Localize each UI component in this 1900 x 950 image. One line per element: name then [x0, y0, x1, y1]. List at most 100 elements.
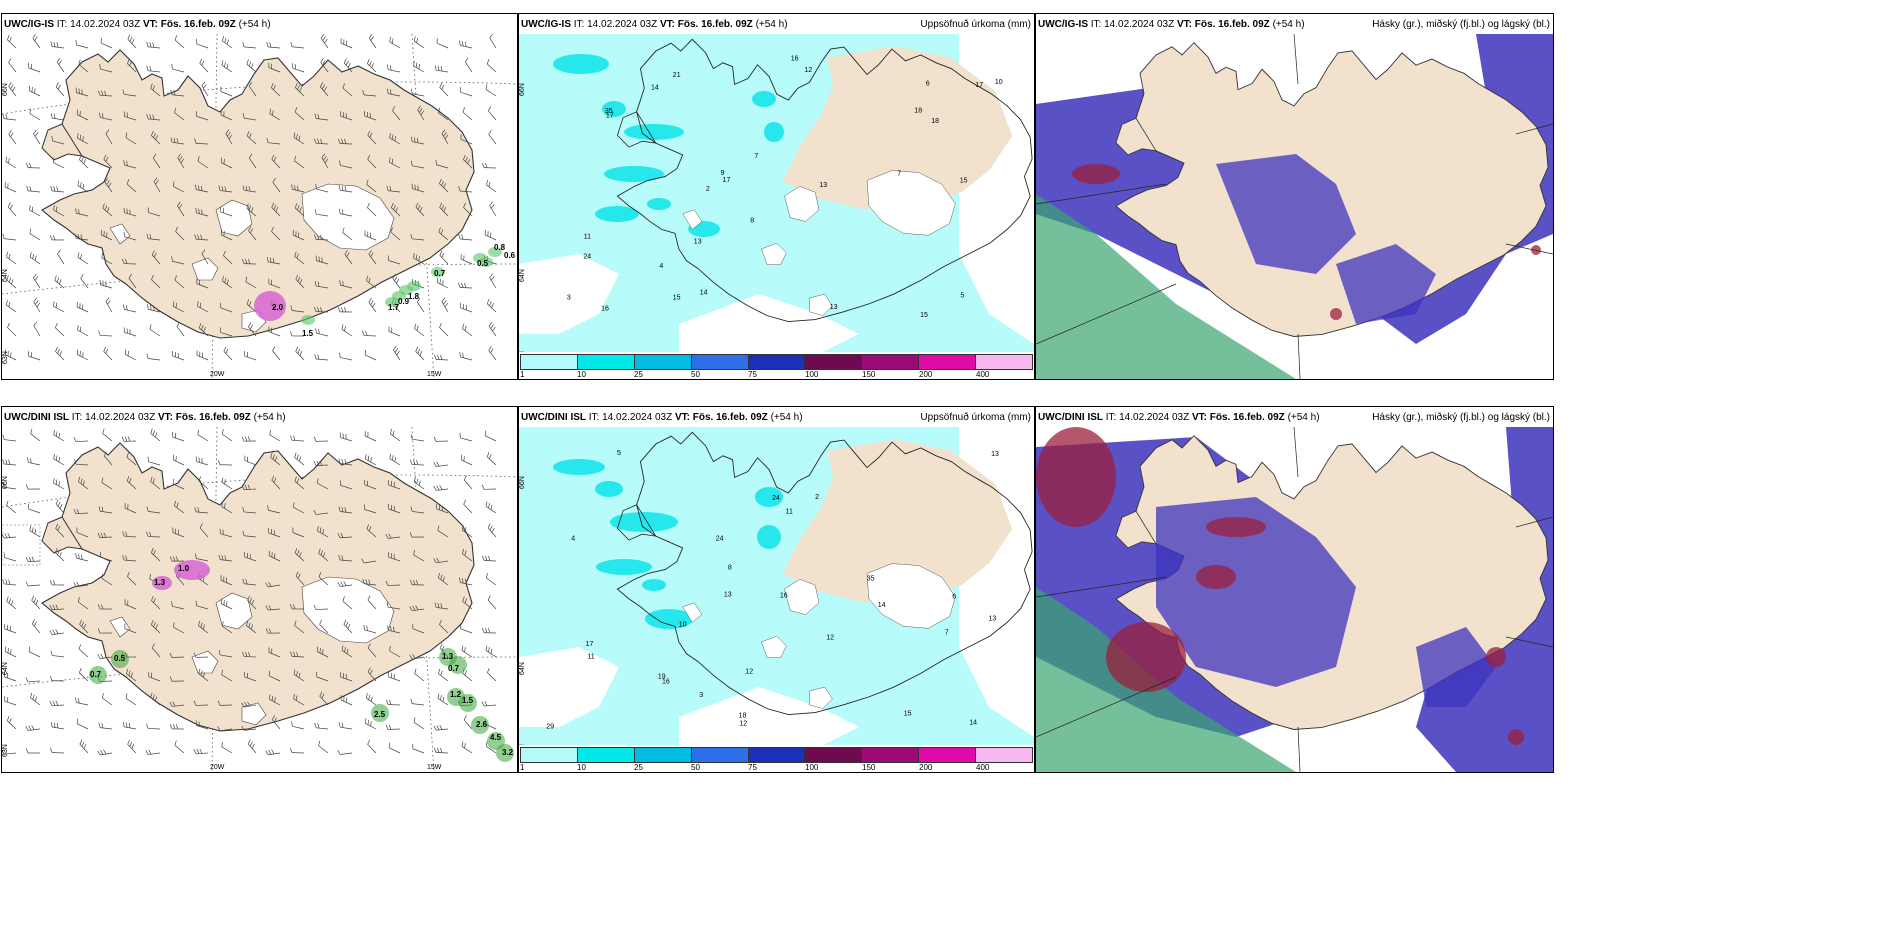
precip-value: 16: [662, 679, 670, 686]
legend-tick-label: 50: [691, 370, 700, 379]
dry-land: [782, 46, 1013, 209]
wind-gust-value: 0.6: [504, 251, 516, 260]
precip-value: 16: [601, 306, 609, 313]
precip-value: 13: [991, 451, 999, 458]
precip-value: 12: [739, 721, 747, 728]
precip-value: 7: [897, 171, 901, 178]
precip-value: 3: [567, 294, 571, 301]
precip-value: 6: [926, 81, 930, 88]
precip-value: 35: [605, 108, 613, 115]
legend-tick-label: 400: [976, 370, 990, 379]
gust-highlights: [254, 247, 502, 325]
precip-value: 15: [904, 710, 912, 717]
model-name: UWC/DINI ISL: [521, 412, 586, 423]
model-name: UWC/IG-IS: [521, 19, 571, 30]
legend-swatch: [691, 355, 749, 369]
coordinate-label: 20W: [210, 764, 225, 771]
wind-gust-value: 2.0: [272, 303, 284, 312]
lat-lon-grid: [2, 33, 517, 379]
precip-value: 13: [819, 182, 827, 189]
precip-value: 15: [920, 312, 928, 319]
precip-value: 7: [945, 629, 949, 636]
legend-swatch: [577, 748, 635, 762]
iceland-landmass: [41, 49, 475, 339]
panel-dini-wind: 1.0 1.3 0.5 0.7 1.3 0.7 1.2 1.5 2.5 2.6 4.5 3.2 66N 6…: [1, 406, 518, 773]
precip-value: 16: [780, 592, 788, 599]
wind-gust-value: 1.5: [302, 329, 314, 338]
precip-value: 12: [826, 634, 834, 641]
high-cloud-patch: [1508, 729, 1524, 745]
precip-value: 29: [546, 724, 554, 731]
precip-value: 12: [745, 669, 753, 676]
panel-ig-wind: 0.8 0.6 0.5 0.7 1.7 0.9 1.8 1.5 2.0 66N 64N 63N 20W 1…: [1, 13, 518, 380]
lead-time: (+54 h): [755, 19, 788, 30]
map-ig-wind: 0.80.6 0.5 0.7 1.70.91.8 1.5 2.0 66N 64N 63N 20W 1…: [2, 33, 517, 379]
coastline: [616, 38, 1033, 322]
init-time: IT: 14.02.2024 03Z: [1105, 412, 1190, 423]
high-cloud-patch: [1531, 245, 1541, 255]
precip-legend: 1 10 25 50 75 100 150 200 400: [519, 745, 1034, 772]
legend-tick-label: 400: [976, 763, 990, 772]
coordinate-label: 63N: [2, 351, 9, 364]
precip-value: 15: [960, 177, 968, 184]
legend-tick-label: 25: [634, 370, 643, 379]
lead-time: (+54 h): [1272, 19, 1305, 30]
legend-swatch: [577, 355, 635, 369]
precip-value: 15: [673, 295, 681, 302]
panel-header: UWC/DINI ISL IT: 14.02.2024 03Z VT: Fös.…: [2, 407, 517, 427]
wind-gust-value: 1.8: [408, 292, 420, 301]
precip-value: 13: [694, 239, 702, 246]
panel-ig-precip: 14 15 17 15 24 17 13 15 13 17 18 21 35 10 14 12 16 18 16 13…: [518, 13, 1035, 380]
precip-value: 17: [975, 82, 983, 89]
precip-value: 10: [679, 621, 687, 628]
wind-barbs: [2, 33, 497, 361]
precip-value: 11: [584, 234, 591, 241]
legend-swatch: [805, 748, 863, 762]
legend-swatch: [634, 355, 692, 369]
model-name: UWC/DINI ISL: [1038, 412, 1103, 423]
coordinate-label: 64N: [519, 662, 526, 675]
high-cloud-patch: [1196, 565, 1236, 589]
precip-value: 2: [815, 494, 819, 501]
valid-time: VT: Fös. 16.feb. 09Z: [1191, 412, 1285, 423]
wind-gust-value: 1.7: [388, 303, 400, 312]
wind-gust-value: 0.7: [448, 664, 460, 673]
precip-value: 17: [606, 112, 614, 119]
legend-tick-label: 25: [634, 763, 643, 772]
coordinate-label: 15W: [427, 371, 442, 378]
wind-gust-value: 2.5: [374, 710, 386, 719]
wind-gust-value: 0.9: [398, 297, 410, 306]
map-dini-precip: 1213111415351719132414111216181613121087…: [519, 425, 1034, 771]
coordinate-label: 64N: [2, 662, 9, 675]
legend-swatch: [976, 748, 1033, 762]
precip-value: 14: [700, 290, 708, 297]
precip-value: 8: [728, 565, 732, 572]
coordinate-label: 64N: [519, 269, 526, 282]
valid-time: VT: Fös. 16.feb. 09Z: [157, 412, 251, 423]
precip-value: 21: [673, 72, 681, 79]
legend-color-boxes: [520, 354, 1033, 370]
legend-tick-label: 75: [748, 763, 757, 772]
init-time: IT: 14.02.2024 03Z: [1090, 19, 1175, 30]
precip-value: 18: [914, 108, 922, 115]
legend-swatch: [521, 355, 578, 369]
precip-value: 18: [931, 118, 939, 125]
legend-swatch: [691, 748, 749, 762]
precip-value: 4: [571, 536, 575, 543]
precip-value: 5: [960, 292, 964, 299]
init-time: IT: 14.02.2024 03Z: [56, 19, 141, 30]
lat-lon-grid: [2, 426, 517, 772]
legend-color-boxes: [520, 747, 1033, 763]
legend-tick-label: 150: [862, 763, 876, 772]
panel-header: UWC/DINI ISL IT: 14.02.2024 03Z VT: Fös.…: [519, 407, 1034, 427]
legend-tick-label: 75: [748, 370, 757, 379]
lead-time: (+54 h): [238, 19, 271, 30]
coordinate-label: 66N: [2, 83, 9, 96]
legend-tick-label: 150: [862, 370, 876, 379]
precip-value: 19: [658, 674, 666, 681]
wind-gust-value: 1.5: [462, 696, 474, 705]
panel-dini-precip: 12 13 11 14 15 35 17 19 13 24 14 11 12 16 18 16 13 12 10 8 7…: [518, 406, 1035, 773]
legend-tick-label: 1: [520, 370, 525, 379]
coordinate-label: 66N: [519, 83, 526, 96]
legend-swatch: [805, 355, 863, 369]
